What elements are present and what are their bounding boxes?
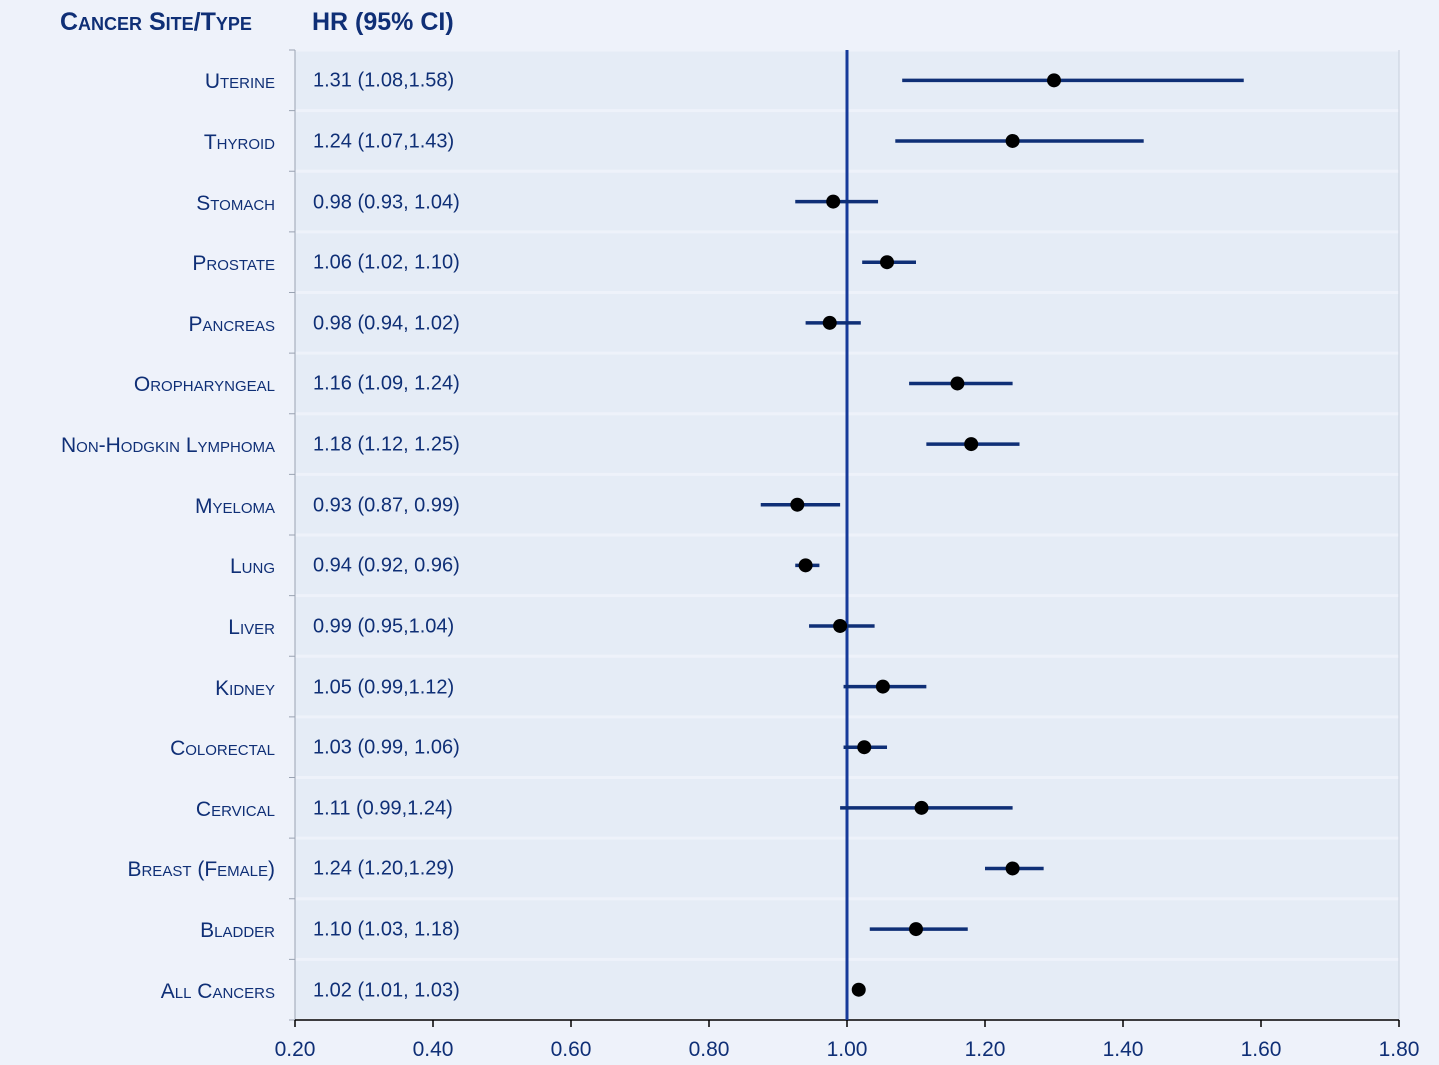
hr-ci-label: 1.11 (0.99,1.24) xyxy=(313,797,453,820)
hr-point xyxy=(909,922,923,937)
hr-point xyxy=(875,679,890,694)
x-tick-label: 0.60 xyxy=(550,1038,592,1061)
cancer-site-label: Thyroid xyxy=(203,130,275,154)
x-tick-label: 0.80 xyxy=(688,1038,730,1061)
column-header-hr: HR (95% CI) xyxy=(312,8,454,36)
cancer-site-label: Uterine xyxy=(204,70,275,94)
x-tick-label: 1.40 xyxy=(1102,1038,1144,1061)
column-header-cancer-site: Cancer Site/Type xyxy=(60,8,252,36)
hr-point xyxy=(1005,861,1020,876)
hr-ci-label: 0.99 (0.95,1.04) xyxy=(313,615,455,638)
hr-point xyxy=(1047,73,1061,88)
hr-point xyxy=(914,800,929,815)
hr-ci-label: 0.94 (0.92, 0.96) xyxy=(313,554,460,577)
cancer-site-label: Oropharyngeal xyxy=(133,373,275,397)
hr-ci-label: 1.16 (1.09, 1.24) xyxy=(313,372,460,395)
hr-point xyxy=(822,315,837,330)
cancer-site-label: All Cancers xyxy=(160,979,275,1003)
cancer-site-label: Bladder xyxy=(200,919,275,943)
cancer-site-label: Lung xyxy=(229,555,275,579)
cancer-site-label: Stomach xyxy=(196,191,275,215)
cancer-site-label: Non-Hodgkin Lymphoma xyxy=(60,434,275,458)
cancer-site-label: Liver xyxy=(228,615,275,639)
hr-ci-label: 1.02 (1.01, 1.03) xyxy=(313,979,460,1002)
hr-ci-label: 0.98 (0.93, 1.04) xyxy=(313,191,460,214)
hr-ci-label: 1.24 (1.20,1.29) xyxy=(313,857,455,880)
cancer-site-label: Cervical xyxy=(195,797,275,821)
x-tick-label: 1.00 xyxy=(826,1038,868,1061)
hr-ci-label: 1.24 (1.07,1.43) xyxy=(313,130,455,153)
hr-ci-label: 1.03 (0.99, 1.06) xyxy=(313,736,460,759)
hr-ci-label: 1.18 (1.12, 1.25) xyxy=(313,433,460,456)
x-tick-label: 1.20 xyxy=(964,1038,1006,1061)
x-tick-label: 0.20 xyxy=(274,1038,316,1061)
hr-point xyxy=(826,194,841,209)
hr-ci-label: 0.98 (0.94, 1.02) xyxy=(313,312,460,335)
hr-point xyxy=(851,982,866,997)
cancer-site-label: Breast (Female) xyxy=(127,858,275,882)
hr-point xyxy=(950,376,965,391)
x-tick-label: 1.60 xyxy=(1240,1038,1282,1061)
x-tick-label: 1.80 xyxy=(1378,1038,1420,1061)
hr-point xyxy=(1005,133,1020,148)
cancer-site-label: Prostate xyxy=(192,252,275,276)
hr-point xyxy=(857,740,872,755)
hr-ci-label: 1.31 (1.08,1.58) xyxy=(313,69,455,92)
cancer-site-label: Pancreas xyxy=(188,312,275,336)
hr-ci-label: 1.05 (0.99,1.12) xyxy=(313,676,455,699)
hr-ci-label: 1.06 (1.02, 1.10) xyxy=(313,251,460,274)
cancer-site-label: Colorectal xyxy=(170,737,275,761)
cancer-site-label: Myeloma xyxy=(194,494,275,518)
hr-point xyxy=(798,558,813,573)
x-tick-label: 0.40 xyxy=(412,1038,454,1061)
hr-ci-label: 0.93 (0.87, 0.99) xyxy=(313,494,460,517)
hr-point xyxy=(833,618,848,633)
hr-point xyxy=(880,255,895,270)
hr-point xyxy=(790,497,805,512)
hr-ci-label: 1.10 (1.03, 1.18) xyxy=(313,918,460,941)
hr-point xyxy=(964,437,979,452)
cancer-site-label: Kidney xyxy=(215,676,275,700)
